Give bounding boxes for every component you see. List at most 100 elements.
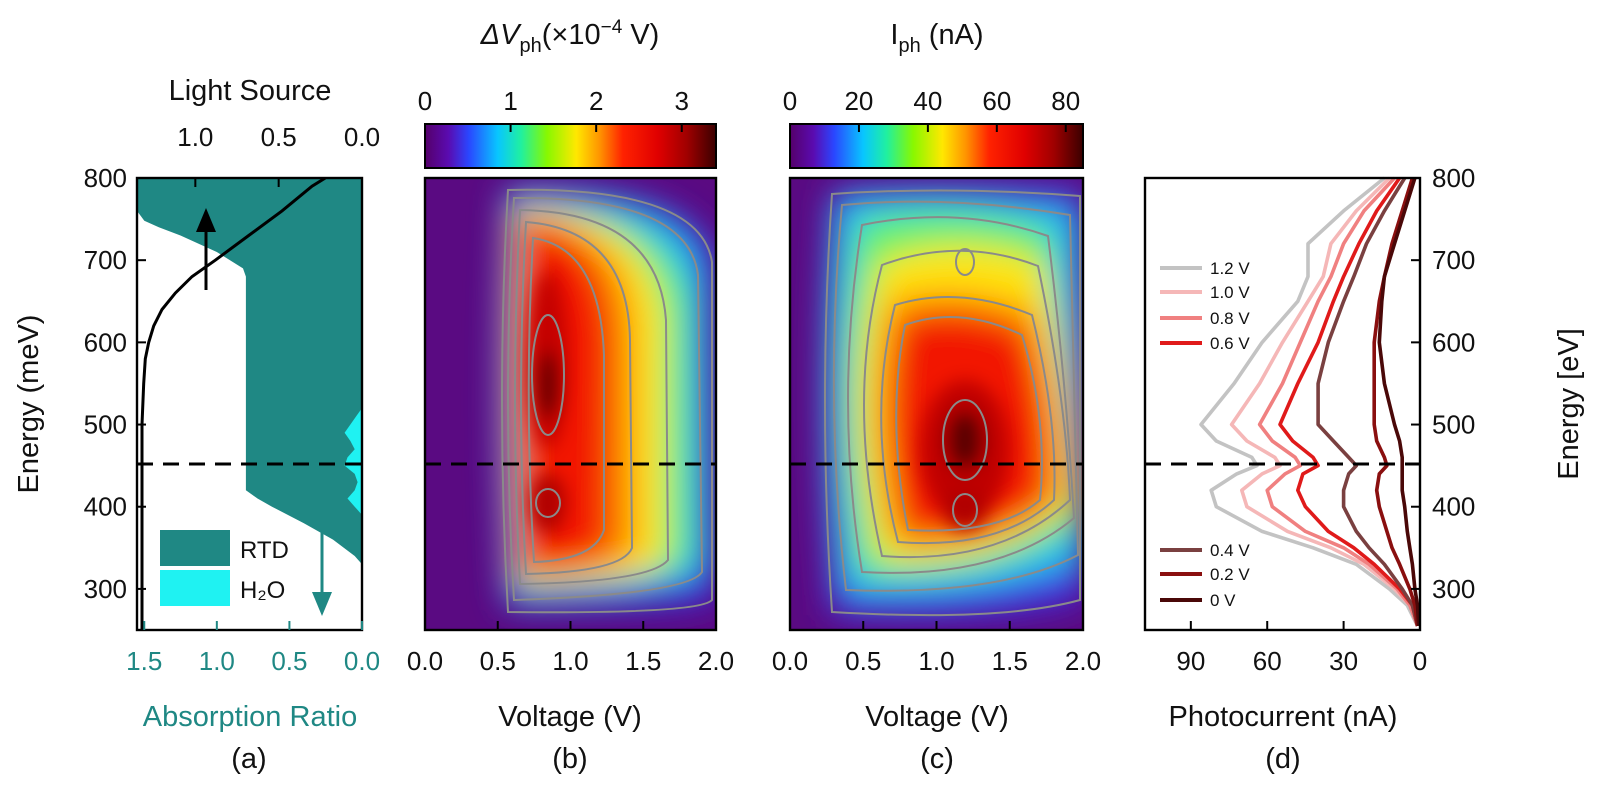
contours-c xyxy=(824,189,1081,617)
heatmap-c xyxy=(790,178,1083,630)
x-tick-label: 0.5 xyxy=(480,646,516,676)
panel-d-frame xyxy=(1143,176,1422,632)
bottom-tick-label: 0.5 xyxy=(271,646,307,676)
colorbar-tick-label: 20 xyxy=(844,86,873,116)
panel-label-d: (d) xyxy=(1265,743,1300,775)
top-tick-label: 0.5 xyxy=(261,122,297,152)
legend-label: 1.0 V xyxy=(1210,283,1250,302)
panel-label-b: (b) xyxy=(552,743,587,775)
x-tick-label: 1.0 xyxy=(918,646,954,676)
top-tick-label: 1.0 xyxy=(177,122,213,152)
y-tick-label: 300 xyxy=(84,574,127,604)
x-axis-ticks-b: 0.0 0.5 1.0 1.5 2.0 xyxy=(407,621,734,676)
x-tick-label: 0.0 xyxy=(407,646,443,676)
bottom-tick-label: 1.5 xyxy=(126,646,162,676)
y-axis-label-a: Energy (meV) xyxy=(13,315,45,494)
x-tick-label: 0.0 xyxy=(772,646,808,676)
y-tick-label: 500 xyxy=(84,410,127,440)
legend-label: 1.2 V xyxy=(1210,259,1250,278)
top-axis-ticks-a: 1.0 0.5 0.0 xyxy=(177,122,380,187)
y-tick-label: 700 xyxy=(84,245,127,275)
panel-a: RTD H₂O 300 400 500 600 700 800 1.0 0.5 0.0 1.5… xyxy=(13,75,380,775)
series-line xyxy=(1377,177,1421,627)
x-tick-label: 1.5 xyxy=(992,646,1028,676)
series-line xyxy=(1199,176,1420,627)
x-axis-ticks-c: 0.0 0.5 1.0 1.5 2.0 xyxy=(772,621,1101,676)
y-axis-label-d: Energy [eV] xyxy=(1553,328,1585,480)
colorbar-tick-label: 60 xyxy=(982,86,1011,116)
panel-label-c: (c) xyxy=(920,743,954,775)
x-tick-label: 30 xyxy=(1329,646,1358,676)
heatmap-b xyxy=(425,178,716,630)
x-tick-label: 2.0 xyxy=(698,646,734,676)
colorbar-ticks-c: 0 20 40 60 80 xyxy=(783,86,1080,132)
x-axis-ticks-d: 90 60 30 0 xyxy=(1176,621,1427,676)
colorbar-b xyxy=(424,123,717,169)
x-tick-label: 0.5 xyxy=(845,646,881,676)
x-tick-label: 1.0 xyxy=(552,646,588,676)
y-tick-label: 600 xyxy=(84,327,127,357)
light-source-curve xyxy=(140,178,327,630)
x-tick-label: 0 xyxy=(1413,646,1427,676)
colorbar-tick-label: 1 xyxy=(503,86,517,116)
bottom-tick-label: 1.0 xyxy=(199,646,235,676)
panel-c: 0 20 40 60 80 Iph (nA) xyxy=(772,19,1101,775)
arrow-up-icon xyxy=(196,208,216,290)
y-axis-ticks-d: 300 400 500 600 700 800 xyxy=(1411,163,1475,604)
legend-label: 0.4 V xyxy=(1210,541,1250,560)
x-tick-label: 60 xyxy=(1253,646,1282,676)
x-tick-label: 2.0 xyxy=(1065,646,1101,676)
bottom-axis-ticks-a: 1.5 1.0 0.5 0.0 xyxy=(126,621,380,676)
y-tick-label: 400 xyxy=(84,492,127,522)
top-axis-label-a: Light Source xyxy=(169,75,332,107)
y-tick-label: 400 xyxy=(1432,492,1475,522)
x-axis-label-d: Photocurrent (nA) xyxy=(1169,701,1398,733)
y-tick-label: 800 xyxy=(84,163,127,193)
colorbar-tick-label: 40 xyxy=(913,86,942,116)
panel-a-frame xyxy=(135,176,364,632)
rtd-area xyxy=(137,178,362,630)
colorbar-tick-label: 2 xyxy=(589,86,603,116)
legend-label-rtd: RTD xyxy=(240,537,289,564)
y-tick-label: 800 xyxy=(1432,163,1475,193)
legend-label: 0.8 V xyxy=(1210,309,1250,328)
bottom-axis-label-a: Absorption Ratio xyxy=(143,701,357,733)
x-tick-label: 90 xyxy=(1176,646,1205,676)
colorbar-tick-label: 0 xyxy=(783,86,797,116)
x-axis-label-c: Voltage (V) xyxy=(865,701,1008,733)
bottom-tick-label: 0.0 xyxy=(344,646,380,676)
series-line xyxy=(1257,176,1420,627)
colorbar-label-c: Iph (nA) xyxy=(890,19,983,57)
legend-label: 0.6 V xyxy=(1210,334,1250,353)
series-line xyxy=(1278,176,1420,627)
contours-b xyxy=(501,188,713,614)
legend-swatch-rtd xyxy=(160,530,230,566)
legend-a: RTD H₂O xyxy=(160,530,289,606)
colorbar-tick-label: 80 xyxy=(1051,86,1080,116)
series-line xyxy=(1316,177,1420,627)
panel-label-a: (a) xyxy=(231,743,266,775)
legend-d: 1.2 V 1.0 V 0.8 V 0.6 V 0.4 V 0.2 V 0 V xyxy=(1160,259,1250,610)
colorbar-ticks-b: 0 1 2 3 xyxy=(418,86,689,132)
y-axis-ticks-a: 300 400 500 600 700 800 xyxy=(84,163,146,604)
y-tick-label: 300 xyxy=(1432,574,1475,604)
legend-label: 0.2 V xyxy=(1210,565,1250,584)
x-axis-label-b: Voltage (V) xyxy=(498,701,641,733)
y-tick-label: 700 xyxy=(1432,245,1475,275)
colorbar-c xyxy=(789,123,1084,169)
colorbar-tick-label: 0 xyxy=(418,86,432,116)
photocurrent-lines xyxy=(1199,176,1421,627)
panel-d: 1.2 V 1.0 V 0.8 V 0.6 V 0.4 V 0.2 V 0 V 90 60 30… xyxy=(1143,163,1585,775)
top-tick-label: 0.0 xyxy=(344,122,380,152)
colorbar-tick-label: 3 xyxy=(675,86,689,116)
x-tick-label: 1.5 xyxy=(625,646,661,676)
legend-label: 0 V xyxy=(1210,591,1236,610)
y-tick-label: 600 xyxy=(1432,327,1475,357)
y-tick-label: 500 xyxy=(1432,410,1475,440)
colorbar-label-b: ΔVph(×10−4 V) xyxy=(480,17,660,57)
series-line xyxy=(1229,176,1420,627)
panel-b: 0 1 2 3 ΔVph(×10−4 V) xyxy=(407,17,734,775)
arrow-down-icon xyxy=(312,532,332,616)
legend-swatch-h2o xyxy=(160,570,230,606)
